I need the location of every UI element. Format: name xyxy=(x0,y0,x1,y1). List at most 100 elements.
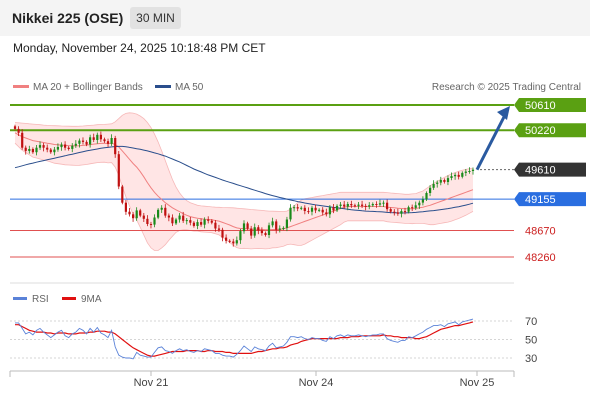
candle-body xyxy=(343,204,346,207)
candle-body xyxy=(28,149,31,151)
level-tag-50610 xyxy=(514,98,586,112)
candle-body xyxy=(432,183,435,188)
candle-body xyxy=(396,212,399,214)
ma50-line xyxy=(14,145,474,214)
level-tag-49155 xyxy=(514,192,586,207)
candle-body xyxy=(421,199,424,203)
candle-body xyxy=(246,223,249,229)
timeframe-button[interactable]: 30 MIN xyxy=(130,7,181,29)
level-labels: 50610 50220 49610 49155 48670 48260 xyxy=(514,98,586,264)
candle-body xyxy=(436,182,439,184)
candle-body xyxy=(378,203,382,205)
candle-body xyxy=(307,211,310,213)
candle-body xyxy=(468,171,471,172)
candle-body xyxy=(96,134,99,140)
candle-body xyxy=(135,210,138,219)
arrow-shaft xyxy=(475,114,507,171)
candle-body xyxy=(411,207,414,209)
candle-body xyxy=(17,128,20,133)
candle-body xyxy=(185,220,188,222)
candle-body xyxy=(207,219,210,221)
candle-body xyxy=(293,207,296,209)
chart-legend: MA 20 + Bollinger Bands MA 50 Research ©… xyxy=(13,82,581,93)
candle-body xyxy=(457,174,460,177)
candle-body xyxy=(106,141,110,144)
candle-body xyxy=(60,144,63,148)
bollinger-swatch xyxy=(13,85,29,88)
candle-body xyxy=(53,149,56,153)
ma50-swatch xyxy=(155,85,171,88)
candle-body xyxy=(196,222,199,226)
candle-body xyxy=(110,138,113,144)
candle-body xyxy=(454,174,457,177)
candle-body xyxy=(89,137,92,145)
candle-body xyxy=(49,149,52,153)
candle-body xyxy=(78,140,81,144)
candle-body xyxy=(13,126,17,129)
candle-body xyxy=(56,147,59,150)
candle-body xyxy=(124,202,127,212)
candle-body xyxy=(260,230,263,234)
candle-body xyxy=(232,241,235,244)
candle-body xyxy=(164,207,167,216)
level-label-49155: 49155 xyxy=(525,194,556,206)
candle-body xyxy=(153,217,156,225)
rsi-tick-30: 30 xyxy=(525,353,537,365)
candle-body xyxy=(371,204,374,206)
candle-body xyxy=(42,145,45,148)
legend-bollinger: MA 20 + Bollinger Bands xyxy=(33,82,143,93)
candle-body xyxy=(146,218,149,224)
level-label-50220: 50220 xyxy=(525,125,556,137)
candle-body xyxy=(361,204,364,206)
candle-body xyxy=(267,225,271,235)
candle-body xyxy=(250,228,253,236)
candle-body xyxy=(189,220,192,223)
bollinger-upper-line xyxy=(14,112,474,212)
candle-body xyxy=(332,207,335,211)
candle-body xyxy=(350,204,353,206)
candle-body xyxy=(310,207,314,212)
candle-body xyxy=(346,204,349,207)
candle-body xyxy=(314,207,317,211)
time-axis: Nov 21 Nov 24 Nov 25 xyxy=(134,371,494,389)
candle-body xyxy=(121,186,124,203)
candle-body xyxy=(242,223,246,232)
candle-body xyxy=(81,140,85,142)
candle-body xyxy=(114,138,117,155)
rsi-tick-70: 70 xyxy=(525,316,537,328)
rsi-swatch xyxy=(13,297,27,300)
candle-body xyxy=(339,204,342,206)
candle-body xyxy=(461,172,464,177)
candle-body xyxy=(282,227,285,229)
candle-body xyxy=(300,207,303,209)
candle-body xyxy=(128,211,131,215)
candle-body xyxy=(443,180,446,182)
candle-body xyxy=(174,219,178,224)
candle-body xyxy=(393,211,396,213)
rsi-ma-swatch xyxy=(62,297,76,300)
level-label-49610: 49610 xyxy=(525,165,556,177)
candle-body xyxy=(407,207,410,212)
candle-body xyxy=(221,229,224,238)
legend-ma50: MA 50 xyxy=(175,82,204,93)
candle-body xyxy=(210,220,213,223)
candle-body xyxy=(192,222,195,226)
level-tag-49610 xyxy=(514,162,586,177)
candle-body xyxy=(321,209,324,213)
candle-body xyxy=(403,211,407,213)
candle-body xyxy=(296,207,299,209)
candle-body xyxy=(450,176,453,178)
candle-body xyxy=(328,207,331,215)
candle-body xyxy=(228,240,231,242)
candle-body xyxy=(178,215,181,220)
candle-body xyxy=(271,221,274,226)
candle-body xyxy=(353,205,356,207)
candle-body xyxy=(364,205,367,207)
candle-body xyxy=(471,169,475,171)
candle-body xyxy=(200,222,203,225)
chart-header: Nikkei 225 (OSE) 30 MIN xyxy=(0,0,590,36)
candle-body xyxy=(99,134,102,140)
candle-body xyxy=(318,209,321,211)
candle-body xyxy=(239,231,242,241)
